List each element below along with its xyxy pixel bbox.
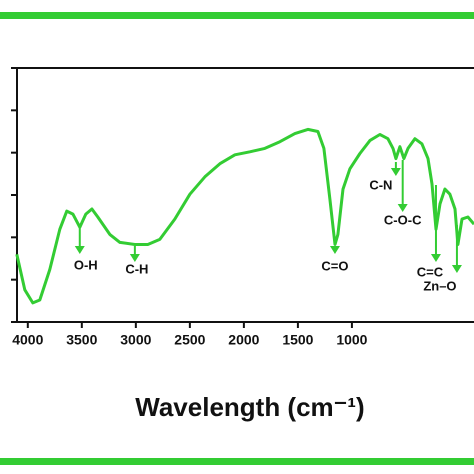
bottom-band (0, 458, 474, 465)
annotation-label: C-O-C (384, 212, 422, 227)
top-band (0, 12, 474, 19)
x-tick-label: 3500 (66, 332, 97, 348)
plot-frame (16, 67, 474, 323)
arrow-head (329, 246, 340, 254)
spectrum-line (15, 127, 474, 305)
x-axis-label: Wavelength (cm⁻¹) (135, 392, 364, 422)
x-tick-label: 2500 (174, 332, 205, 348)
annotation-label: C-N (369, 177, 392, 192)
annotation-label: O-H (74, 257, 98, 272)
x-tick-label: 2000 (228, 332, 259, 348)
arrow-head (74, 246, 85, 254)
annotation-label: C=O (321, 258, 348, 273)
x-tick-label: 1000 (336, 332, 367, 348)
arrow-head (430, 254, 441, 262)
annotation-label: C=C (417, 264, 444, 279)
annotation-label: Zn–O (423, 278, 456, 293)
annotation-label: C-H (125, 261, 148, 276)
arrow-head (451, 265, 462, 273)
x-tick-label: 1500 (282, 332, 313, 348)
arrow-head (129, 254, 140, 262)
arrow-head (397, 204, 408, 212)
x-tick-label: 3000 (120, 332, 151, 348)
x-tick-label: 4000 (12, 332, 43, 348)
arrow-head (390, 168, 401, 176)
